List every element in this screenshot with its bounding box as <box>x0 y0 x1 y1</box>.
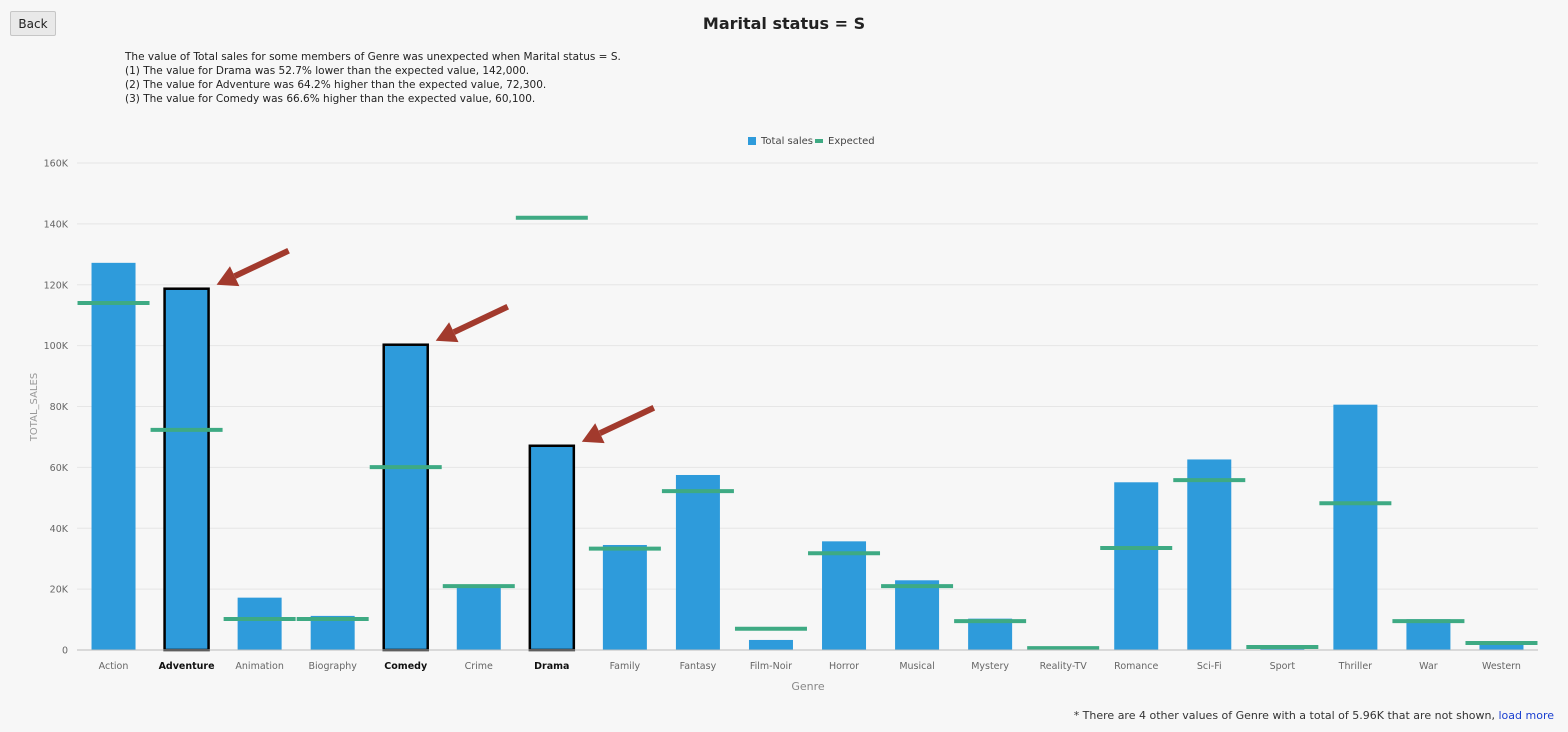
annotation-arrow-comedy <box>435 303 510 343</box>
bar-thriller[interactable] <box>1333 404 1378 650</box>
summary-line: (2) The value for Adventure was 64.2% hi… <box>125 79 547 91</box>
y-axis-ticks: 0 20K 40K 60K 80K 100K 120K 140K 160K <box>44 159 69 657</box>
y-axis-label: TOTAL_SALES <box>29 373 40 442</box>
y-tick-label: 100K <box>44 341 69 352</box>
x-tick-label: Biography <box>308 661 357 672</box>
x-axis-label: Genre <box>791 680 825 693</box>
footnote: * There are 4 other values of Genre with… <box>1074 709 1554 722</box>
bar-adventure[interactable] <box>163 287 210 652</box>
legend-label-expected[interactable]: Expected <box>828 136 875 147</box>
x-axis-ticks: Action Adventure Animation Biography Comedy C… <box>99 661 1521 672</box>
x-tick-label: Sci-Fi <box>1197 661 1222 672</box>
y-tick-label: 140K <box>44 219 69 230</box>
bar-family[interactable] <box>602 544 647 650</box>
x-tick-label: Drama <box>534 661 569 672</box>
bar-chart: 0 20K 40K 60K 80K 100K 120K 140K 160K Action Adve… <box>29 136 1538 693</box>
legend-swatch-total-sales <box>748 137 756 145</box>
y-tick-label: 20K <box>50 585 69 596</box>
bar-horror[interactable] <box>822 541 867 650</box>
x-tick-label: Sport <box>1270 661 1296 672</box>
x-tick-label: Mystery <box>971 661 1009 672</box>
x-tick-label: Adventure <box>159 661 215 672</box>
y-tick-label: 160K <box>44 159 69 170</box>
x-tick-label: Horror <box>829 661 859 672</box>
y-tick-label: 80K <box>50 402 69 413</box>
legend: Total sales Expected <box>748 136 875 147</box>
bar-romance[interactable] <box>1114 482 1159 650</box>
x-tick-label: Animation <box>235 661 283 672</box>
x-tick-label: Musical <box>899 661 935 672</box>
bar-crime[interactable] <box>456 585 501 650</box>
x-tick-label: Fantasy <box>680 661 717 672</box>
bar-action[interactable] <box>91 262 136 650</box>
legend-label-total-sales[interactable]: Total sales <box>760 136 813 147</box>
page-title: Marital status = S <box>702 14 866 33</box>
summary-line: (3) The value for Comedy was 66.6% highe… <box>125 93 536 105</box>
bars <box>91 262 1524 652</box>
bar-animation[interactable] <box>237 597 282 650</box>
y-tick-label: 60K <box>50 463 69 474</box>
x-tick-label: Reality-TV <box>1040 661 1088 672</box>
grid-lines <box>77 162 1538 590</box>
insight-summary: The value of Total sales for some member… <box>125 50 621 106</box>
annotation-arrow-adventure <box>216 247 290 287</box>
legend-swatch-expected <box>815 139 823 143</box>
x-tick-label: War <box>1419 661 1438 672</box>
bar-drama[interactable] <box>528 444 576 652</box>
back-button[interactable]: Back <box>10 11 56 36</box>
x-tick-label: Comedy <box>384 661 428 672</box>
bar-war[interactable] <box>1406 619 1451 650</box>
x-tick-label: Action <box>99 661 129 672</box>
summary-intro: The value of Total sales for some member… <box>125 51 621 63</box>
x-tick-label: Thriller <box>1338 661 1372 672</box>
expected-markers <box>77 215 1538 651</box>
summary-line: (1) The value for Drama was 52.7% lower … <box>125 65 530 77</box>
bar-film-noir[interactable] <box>748 639 793 650</box>
bar-comedy[interactable] <box>382 343 429 652</box>
bar-sci-fi[interactable] <box>1187 459 1232 650</box>
bar-musical[interactable] <box>895 580 940 650</box>
x-tick-label: Film-Noir <box>750 661 792 672</box>
x-tick-label: Romance <box>1114 661 1158 672</box>
y-tick-label: 120K <box>44 280 69 291</box>
bar-mystery[interactable] <box>968 618 1013 650</box>
bar-biography[interactable] <box>310 615 355 650</box>
y-tick-label: 40K <box>50 524 69 535</box>
x-tick-label: Crime <box>465 661 493 672</box>
footnote-text: * There are 4 other values of Genre with… <box>1073 709 1499 722</box>
x-tick-label: Family <box>610 661 641 672</box>
x-tick-label: Western <box>1482 661 1521 672</box>
load-more-link[interactable]: load more <box>1498 709 1555 722</box>
annotation-arrows <box>216 247 656 444</box>
bar-fantasy[interactable] <box>675 474 720 650</box>
bar-western[interactable] <box>1479 643 1524 650</box>
y-tick-label: 0 <box>62 646 68 657</box>
annotation-arrow-drama <box>581 405 656 444</box>
